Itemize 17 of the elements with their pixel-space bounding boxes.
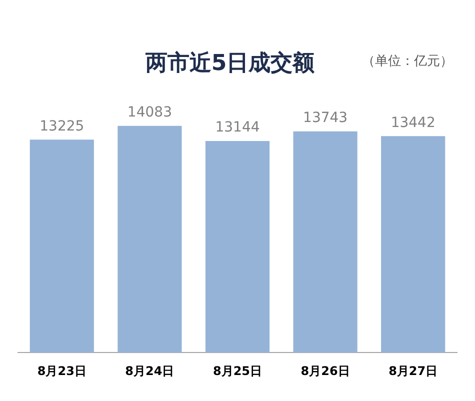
x-tick-label: 8月27日: [388, 364, 438, 378]
bar: [381, 136, 446, 353]
bar: [205, 140, 270, 353]
x-tick-label: 8月25日: [212, 364, 262, 378]
bar: [30, 140, 94, 353]
data-label: 13144: [215, 120, 260, 136]
x-tick-label: 8月23日: [37, 364, 86, 378]
x-tick-label: 8月26日: [300, 364, 350, 378]
data-label: 13225: [40, 118, 84, 134]
chart-title: 两市近5日成交额: [145, 51, 315, 76]
text: （单位：亿元）: [362, 53, 453, 70]
bar: [118, 126, 182, 353]
data-label: 13743: [303, 110, 348, 126]
data-label: 13442: [390, 114, 436, 131]
data-label: 14083: [127, 104, 172, 121]
x-tick-label: 8月24日: [125, 364, 174, 378]
bar: [293, 131, 358, 353]
